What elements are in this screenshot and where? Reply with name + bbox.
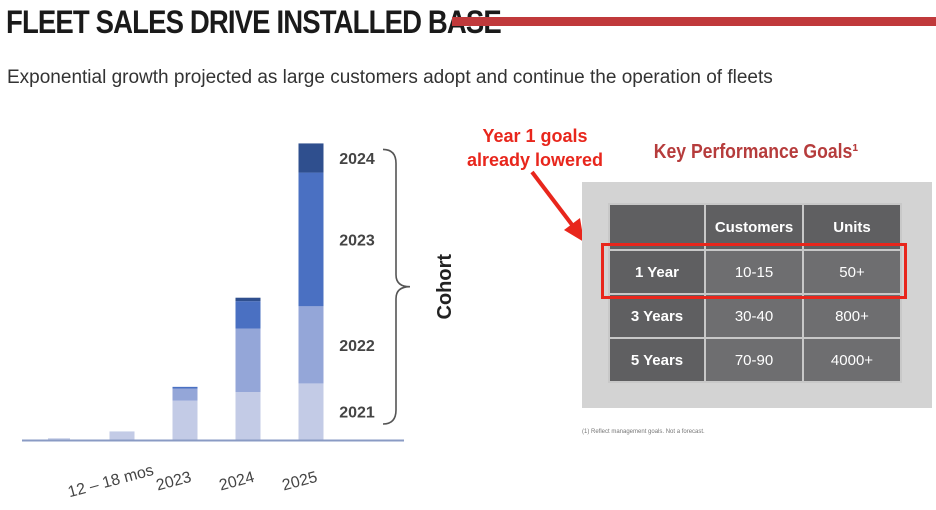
bar-segment <box>298 143 324 173</box>
bar-segment <box>235 328 261 392</box>
bar-segment <box>298 306 324 384</box>
x-tick-label: 2025 <box>280 469 319 495</box>
bar-segment <box>109 431 135 440</box>
cohort-bracket <box>382 148 411 425</box>
kpg-row: 5 Years 70-90 4000+ <box>608 337 902 383</box>
kpg-row-label: 1 Year <box>608 249 706 295</box>
x-tick-label: 2024 <box>217 469 256 495</box>
bar-segment <box>172 400 198 440</box>
cohort-legend-label: 2023 <box>339 232 375 249</box>
kpg-row: 3 Years 30-40 800+ <box>608 293 902 339</box>
cohort-legend-label: 2021 <box>339 405 375 422</box>
bar-segment <box>48 438 70 440</box>
cohort-legend-label: 2022 <box>339 338 375 355</box>
kpg-header-row: Customers Units <box>608 203 902 251</box>
kpg-cell-units: 4000+ <box>802 337 902 383</box>
x-tick-label: 2023 <box>154 469 193 495</box>
kpg-title: Key Performance Goals¹ <box>653 141 859 163</box>
callout-line-2: already lowered <box>466 150 604 170</box>
bar-segment <box>235 301 261 329</box>
title-rule <box>452 17 936 26</box>
kpg-cell-units: 800+ <box>802 293 902 339</box>
cohort-group-label: Cohort <box>434 254 456 320</box>
kpg-cell-units: 50+ <box>802 249 902 295</box>
callout-arrow-icon <box>530 170 584 242</box>
bar-segment <box>298 383 324 440</box>
bar-segment <box>298 172 324 307</box>
year1-callout: Year 1 goals already lowered <box>430 124 640 172</box>
year1-highlight-box <box>601 243 907 299</box>
kpg-row-label: 5 Years <box>608 337 706 383</box>
bar-segment <box>235 297 261 302</box>
page-subtitle: Exponential growth projected as large cu… <box>7 67 773 88</box>
page-title: FLEET SALES DRIVE INSTALLED BASE <box>6 4 502 40</box>
bar-segment <box>172 386 198 389</box>
kpg-cell-customers: 30-40 <box>704 293 804 339</box>
kpg-row: 1 Year 10-15 50+ <box>608 249 902 295</box>
kpg-cell-customers: 10-15 <box>704 249 804 295</box>
bar-segment <box>235 392 261 440</box>
kpg-footnote: (1) Reflect management goals. Not a fore… <box>582 429 705 435</box>
kpg-table: Customers Units 1 Year 10-15 50+ 3 Years… <box>608 203 902 383</box>
kpg-row-label: 3 Years <box>608 293 706 339</box>
callout-line-1: Year 1 goals <box>482 126 588 146</box>
cohort-legend-label: 2024 <box>339 151 375 168</box>
x-tick-label: 12 – 18 mos <box>66 462 155 501</box>
kpg-cell-customers: 70-90 <box>704 337 804 383</box>
bar-segment <box>172 388 198 401</box>
